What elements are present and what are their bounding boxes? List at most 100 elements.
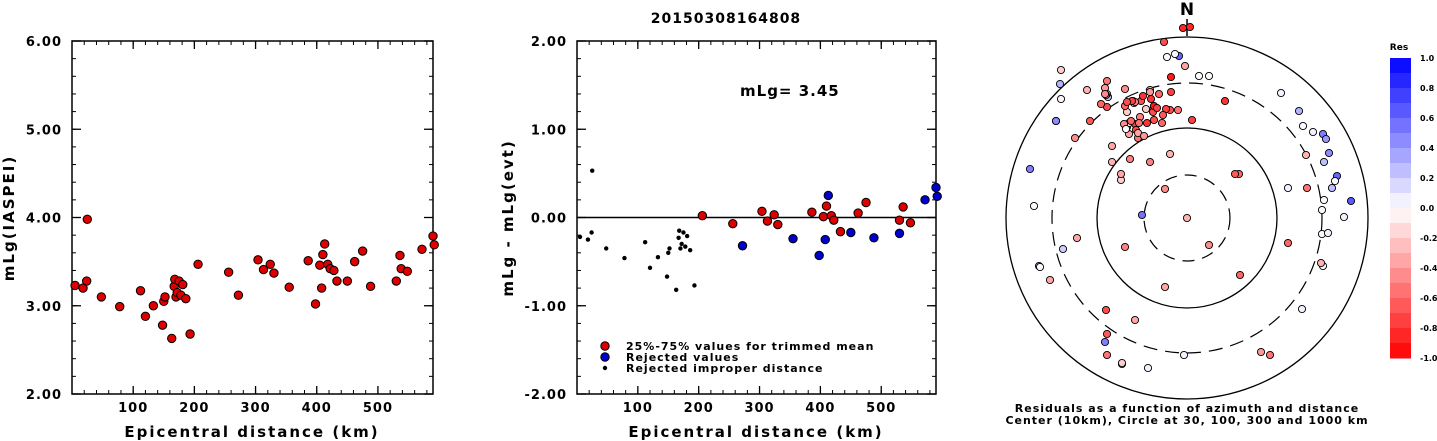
panel-residual: 100 200 300 400 500 -2.00 -1.00 0.00 1.00 2.00 mL…: [499, 35, 942, 441]
data-point: [135, 286, 146, 296]
colorbar-cell: [1390, 103, 1411, 119]
station-marker: [1235, 270, 1245, 280]
station-marker: [1117, 358, 1127, 368]
station-marker: [1204, 240, 1214, 250]
station-marker: [1101, 305, 1111, 315]
x-tick-label: 300: [744, 401, 774, 416]
station-marker: [1072, 233, 1082, 243]
data-point: [417, 244, 427, 254]
station-marker: [1134, 118, 1144, 128]
y-tick-label: 6.00: [26, 35, 62, 50]
point-trimmed-mean: [861, 197, 871, 208]
data-point: [303, 256, 313, 266]
station-marker: [1152, 103, 1162, 113]
data-point: [157, 320, 168, 330]
station-marker: [1149, 115, 1159, 125]
point-trimmed-mean: [905, 218, 916, 228]
point-rejected: [869, 233, 879, 243]
station-marker: [1185, 22, 1195, 32]
y-tick-label: 0.00: [531, 212, 567, 227]
legend-marker: [602, 365, 608, 371]
data-point: [96, 292, 107, 302]
station-marker: [1179, 350, 1189, 360]
point-trimmed-mean: [697, 211, 708, 221]
station-marker: [1204, 71, 1214, 81]
station-marker: [1141, 104, 1151, 114]
x-tick-label: 100: [623, 401, 653, 416]
point-trimmed-mean: [728, 218, 738, 229]
station-marker: [1120, 84, 1130, 94]
data-point: [349, 256, 360, 267]
point-improper-distance: [679, 241, 684, 247]
point-improper-distance: [676, 235, 681, 240]
station-marker: [1276, 88, 1286, 98]
station-marker: [1178, 23, 1188, 33]
station-marker: [1035, 262, 1045, 272]
station-marker: [1297, 304, 1307, 314]
station-marker: [1317, 205, 1327, 215]
legend-label: Rejected values: [626, 351, 739, 364]
data-point: [253, 255, 263, 265]
data-point: [265, 259, 275, 269]
data-point: [223, 267, 234, 277]
station-marker: [1056, 65, 1066, 75]
point-improper-distance: [589, 230, 594, 235]
point-trimmed-mean: [818, 211, 829, 222]
station-marker: [1025, 164, 1035, 174]
station-marker: [1154, 89, 1164, 99]
station-marker: [1256, 347, 1266, 357]
x-tick-label: 100: [118, 401, 148, 416]
point-trimmed-mean: [829, 215, 839, 225]
data-point: [310, 299, 321, 309]
legend-label: Rejected improper distance: [626, 362, 823, 375]
point-rejected: [894, 228, 905, 239]
station-marker: [1055, 79, 1065, 89]
point-trimmed-mean: [898, 202, 908, 212]
colorbar-tick-label: -1.0: [1420, 354, 1437, 363]
station-marker: [1159, 37, 1169, 47]
point-improper-distance: [642, 240, 648, 245]
station-marker: [1045, 275, 1055, 285]
station-marker: [1145, 87, 1155, 97]
colorbar-tick-label: -0.2: [1420, 234, 1437, 243]
colorbar-cell: [1390, 73, 1411, 89]
colorbar-cell: [1390, 178, 1411, 194]
panel1-points: [70, 214, 439, 344]
station-marker: [1180, 61, 1190, 71]
station-marker: [1029, 201, 1039, 211]
station-marker: [1157, 118, 1167, 128]
y-tick-label: -1.00: [525, 300, 567, 315]
x-tick-label: 400: [805, 401, 835, 416]
data-point: [391, 276, 401, 286]
station-marker: [1220, 96, 1230, 106]
station-marker: [1121, 124, 1131, 134]
station-marker: [1346, 196, 1356, 206]
point-trimmed-mean: [757, 206, 767, 217]
colorbar-ticks: 1.0 0.8 0.6 0.4 0.2 0.0 -0.2 -0.4 -0.6 -0.8 -1.0: [1420, 54, 1437, 363]
data-point: [365, 281, 376, 292]
station-marker: [1137, 210, 1147, 220]
station-marker: [1283, 183, 1293, 193]
station-marker: [1051, 116, 1061, 126]
point-trimmed-mean: [773, 219, 783, 230]
station-marker: [1321, 134, 1331, 144]
station-marker: [1316, 258, 1326, 268]
panel1-frame: [71, 40, 434, 395]
station-marker: [1166, 72, 1176, 82]
data-point: [320, 239, 330, 249]
colorbar-cell: [1390, 148, 1411, 164]
station-marker: [1298, 121, 1308, 131]
station-marker: [1162, 52, 1172, 62]
legend-marker: [600, 341, 610, 351]
ring-30km: [1143, 174, 1231, 262]
data-point: [284, 282, 294, 292]
panel2-xlabel: Epicentral distance (km): [628, 423, 883, 441]
point-rejected: [823, 190, 833, 201]
data-point: [395, 250, 405, 261]
colorbar-tick-label: 0.4: [1420, 144, 1435, 153]
colorbar-cell: [1390, 268, 1411, 284]
data-point: [258, 264, 269, 275]
station-marker: [1319, 157, 1329, 167]
panel1-xlabel: Epicentral distance (km): [124, 423, 379, 441]
data-point: [357, 246, 368, 256]
